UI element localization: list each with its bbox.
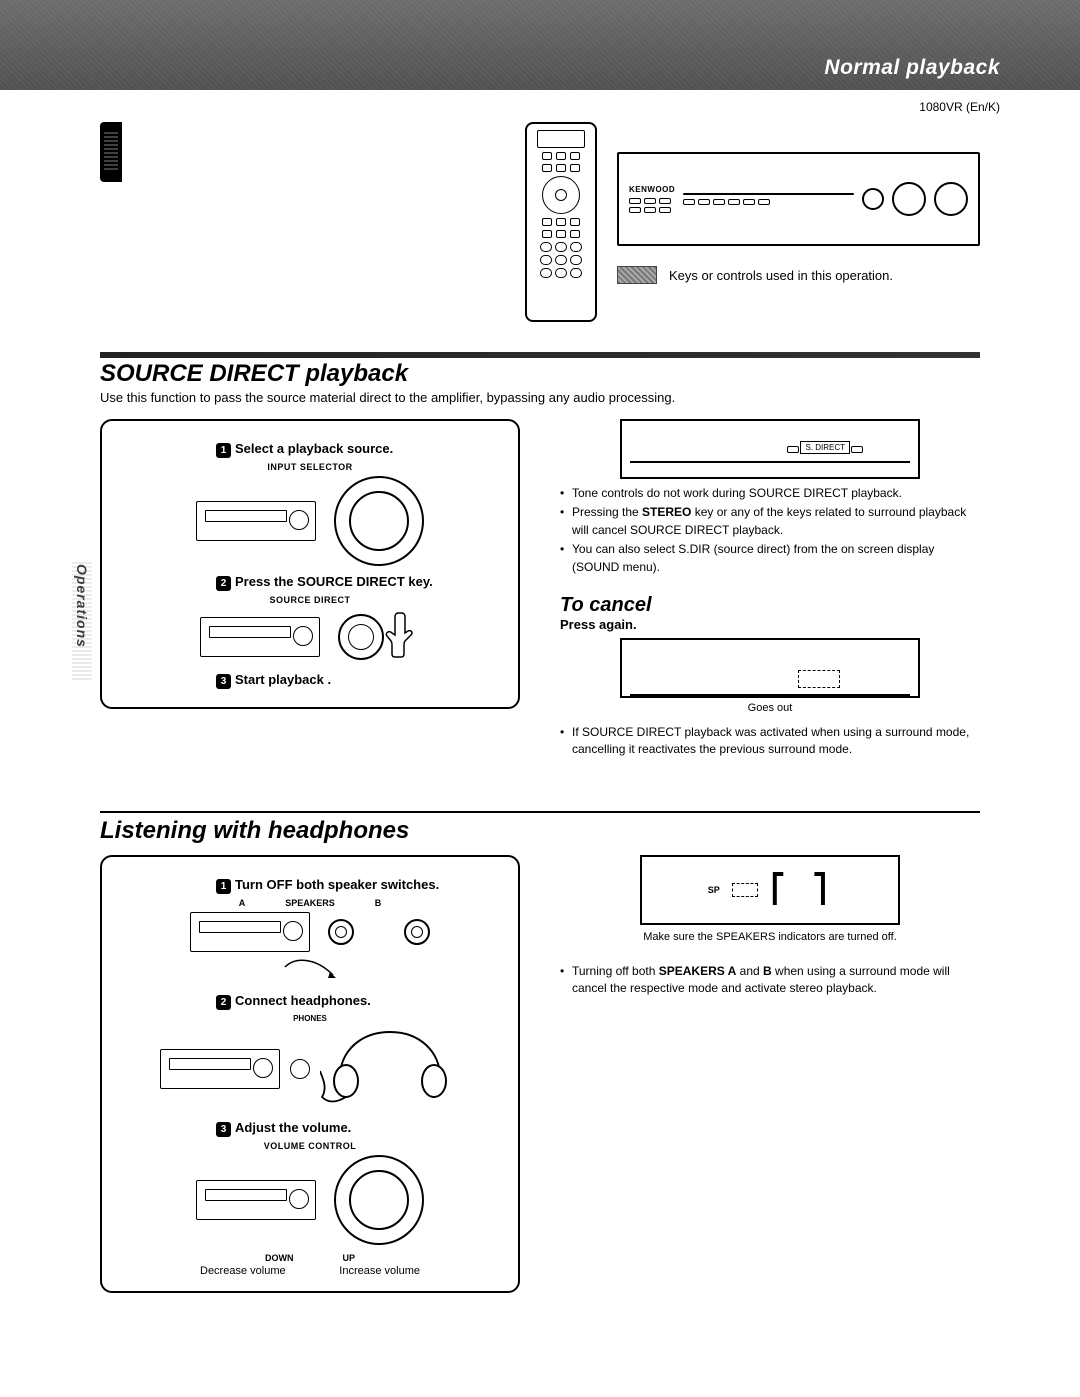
steps-panel-headphones: 1Turn OFF both speaker switches. A SPEAK… [100,855,520,1293]
receiver-mini-icon [196,1180,316,1220]
step-3-label: 3Start playback . [216,672,504,689]
receiver-illustration: KENWOOD [617,152,980,246]
source-direct-label: SOURCE DIRECT [116,595,504,605]
hp-step-2-label: 2Connect headphones. [216,993,504,1010]
speakers-label: SPEAKERS [285,898,335,908]
receiver-brand: KENWOOD [629,185,675,194]
speakers-b-label: B [375,898,382,908]
hp-step-1-text: Turn OFF both speaker switches. [235,877,439,892]
note-item: If SOURCE DIRECT playback was activated … [560,724,980,759]
legend-swatch [617,266,657,284]
hp-step-3-text: Adjust the volume. [235,1120,351,1135]
pressing-hand-icon [384,609,420,664]
receiver-mini-icon [160,1049,280,1089]
press-again-label: Press again. [560,617,980,632]
display-s-direct-tag: S. DIRECT [800,441,850,454]
display-panel-speakers: SP ⎡ ⎤ [640,855,900,925]
receiver-mini-icon [200,617,320,657]
steps-panel-source-direct: 1Select a playback source. INPUT SELECTO… [100,419,520,709]
volume-control-label: VOLUME CONTROL [116,1141,504,1151]
note-item: Turning off both SPEAKERS A and B when u… [560,963,980,998]
hp-step-3-label: 3Adjust the volume. [216,1120,504,1137]
receiver-mini-icon [190,912,310,952]
decrease-volume-label: Decrease volume [200,1265,286,1277]
section-title-source-direct: SOURCE DIRECT playback [0,360,1080,388]
down-label: DOWN [265,1253,294,1263]
receiver-mini-icon [196,501,316,541]
step-1-text: Select a playback source. [235,441,393,456]
hp-step-1-label: 1Turn OFF both speaker switches. [216,877,504,894]
source-direct-notes: Tone controls do not work during SOURCE … [560,485,980,576]
note-item: Tone controls do not work during SOURCE … [560,485,980,502]
speaker-a-button-icon [328,919,354,945]
display-sp-label: SP [708,885,720,895]
hp-step-2-text: Connect headphones. [235,993,371,1008]
page-number-tab [100,122,122,182]
section-divider [100,352,980,358]
display-ghost-box [732,883,758,897]
display-panel-s-direct: S. DIRECT [620,419,920,479]
display-panel-goes-out [620,638,920,698]
phones-jack-icon [290,1059,310,1079]
volume-knob-icon [334,1155,424,1245]
note-item: Pressing the STEREO key or any of the ke… [560,504,980,539]
section-rule [100,811,980,813]
header-title: Normal playback [824,56,1000,80]
step-2-text: Press the SOURCE DIRECT key. [235,574,433,589]
header-band: Normal playback [0,0,1080,90]
display-seg-icon: ⎡ ⎤ [770,872,833,907]
speakers-a-label: A [239,898,246,908]
input-selector-knob-icon [334,476,424,566]
legend-text: Keys or controls used in this operation. [669,268,893,283]
note-item: You can also select S.DIR (source direct… [560,541,980,576]
step-1-label: 1Select a playback source. [216,441,504,458]
headphones-note: Turning off both SPEAKERS A and B when u… [560,963,980,998]
step-3-text: Start playback . [235,672,331,687]
sidebar-tab-operations: Operations [72,560,92,680]
pressing-hand-icon [116,952,504,987]
source-direct-button-icon [338,614,384,660]
cancel-note: If SOURCE DIRECT playback was activated … [560,724,980,759]
input-selector-label: INPUT SELECTOR [116,462,504,472]
headphones-icon [320,1027,460,1112]
increase-volume-label: Increase volume [339,1265,420,1277]
speaker-b-button-icon [404,919,430,945]
step-2-label: 2Press the SOURCE DIRECT key. [216,574,504,591]
to-cancel-heading: To cancel [560,594,980,617]
goes-out-caption: Goes out [560,702,980,714]
up-label: UP [342,1253,355,1263]
model-label: 1080VR (En/K) [0,100,1080,114]
section-subtitle-source-direct: Use this function to pass the source mat… [0,388,1080,419]
remote-control-illustration [525,122,597,322]
speakers-caption: Make sure the SPEAKERS indicators are tu… [560,931,980,943]
phones-jack-label: PHONES [116,1014,504,1023]
section-title-headphones: Listening with headphones [0,817,1080,845]
